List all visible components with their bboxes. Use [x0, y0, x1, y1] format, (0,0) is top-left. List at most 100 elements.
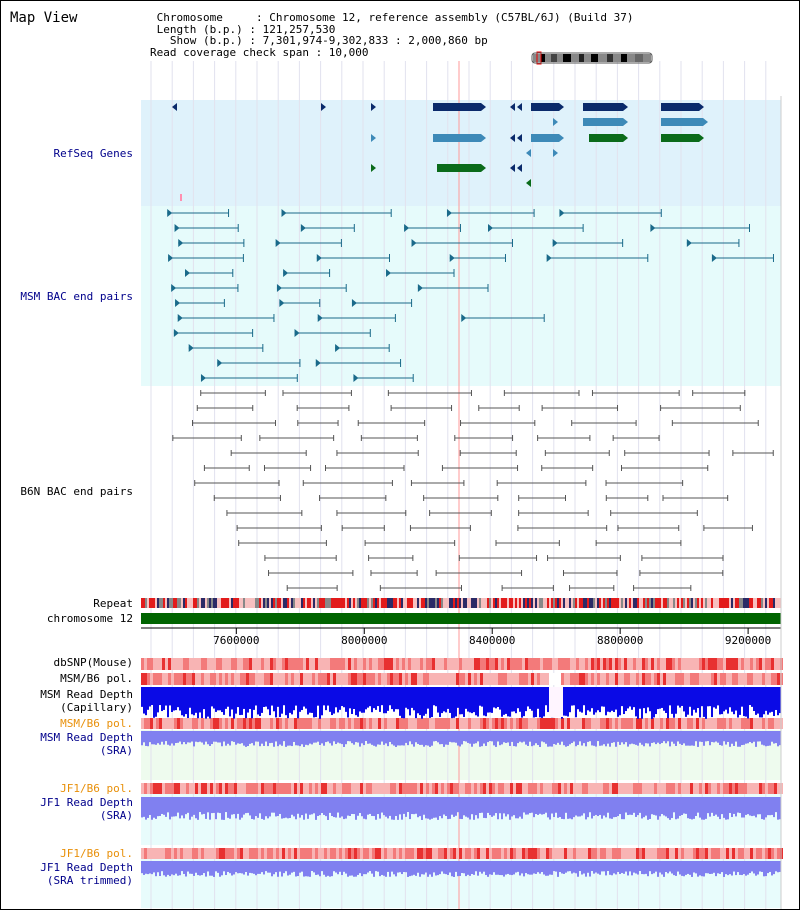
track-label-msm-bac[interactable]: MSM BAC end pairs	[20, 290, 133, 303]
jf1-trim-depth	[141, 861, 143, 874]
msm-sra-depth	[433, 731, 435, 742]
track-label-jf1-depth-sra[interactable]: JF1 Read Depth (SRA)	[40, 796, 133, 822]
msm-sra-depth	[299, 731, 301, 747]
track-label-msm-depth-capillary[interactable]: MSM Read Depth (Capillary)	[40, 688, 133, 714]
msm-sra-depth	[409, 731, 411, 742]
msm-b6-pol-sra-heat	[561, 718, 564, 729]
repeat-mark	[459, 598, 461, 608]
msm-sra-depth	[465, 731, 467, 742]
jf1-b6-pol-trim-heat	[618, 848, 621, 859]
msm-capillary-depth	[389, 687, 391, 706]
repeat-mark	[201, 598, 203, 608]
jf1-sra-depth	[551, 797, 553, 814]
jf1-trim-depth	[463, 861, 465, 874]
jf1-b6-pol-trim-heat	[771, 848, 774, 859]
msm-capillary-depth	[537, 687, 539, 709]
track-label-dbsnp[interactable]: dbSNP(Mouse)	[53, 656, 133, 669]
jf1-sra-depth	[279, 797, 281, 814]
msm-sra-depth	[503, 731, 505, 743]
jf1-sra-depth	[731, 797, 733, 818]
jf1-sra-depth	[399, 797, 401, 815]
jf1-sra-depth	[389, 797, 391, 816]
track-label-b6n-bac[interactable]: B6N BAC end pairs	[20, 485, 133, 498]
track-label-chromosome[interactable]: chromosome 12	[46, 612, 133, 625]
msm-bac-end	[168, 254, 174, 262]
track-label-repeat[interactable]: Repeat	[93, 597, 133, 610]
msm-sra-depth	[619, 731, 621, 745]
track-label-refseq[interactable]: RefSeq Genes	[53, 147, 133, 160]
msm-capillary-depth	[421, 687, 423, 719]
jf1-b6-pol-heat	[396, 783, 399, 794]
msm-capillary-depth	[629, 687, 631, 707]
msm-bac-end	[294, 329, 300, 337]
msm-b6-pol-sra-heat	[516, 718, 519, 729]
track-label-jf1-depth-trimmed[interactable]: JF1 Read Depth (SRA trimmed)	[40, 861, 133, 887]
track-label-msm-b6-pol-sra[interactable]: MSM/B6 pol.	[60, 717, 133, 730]
msm-sra-depth	[771, 731, 773, 742]
msm-b6-pol-sra-heat	[492, 718, 495, 729]
msm-capillary-depth	[563, 687, 565, 716]
msm-capillary-depth	[277, 687, 279, 707]
msm-sra-depth	[635, 731, 637, 745]
repeat-mark	[259, 598, 261, 608]
msm-sra-depth	[407, 731, 409, 746]
dbsnp-heat	[294, 658, 297, 670]
track-label-jf1-b6-pol[interactable]: JF1/B6 pol.	[60, 782, 133, 795]
repeat-mark	[559, 598, 561, 608]
msm-sra-depth	[383, 731, 385, 745]
dbsnp-heat	[768, 658, 771, 670]
repeat-mark	[397, 598, 399, 608]
dbsnp-heat	[642, 658, 645, 670]
jf1-trim-depth	[465, 861, 467, 877]
msm-sra-depth	[183, 731, 185, 743]
repeat-mark	[591, 598, 593, 608]
repeat-mark	[331, 598, 333, 608]
msm-b6-pol-heat	[702, 673, 705, 685]
msm-b6-pol-heat	[543, 673, 546, 685]
msm-bac-end	[315, 359, 321, 367]
msm-b6-pol-sra-heat	[366, 718, 369, 729]
msm-capillary-depth	[747, 687, 749, 719]
repeat-mark	[401, 598, 403, 608]
jf1-trim-depth	[403, 861, 405, 873]
msm-capillary-depth	[145, 687, 147, 716]
msm-capillary-depth	[509, 687, 511, 717]
jf1-trim-depth	[741, 861, 743, 876]
msm-sra-depth	[555, 731, 557, 745]
jf1-trim-depth	[477, 861, 479, 876]
jf1-trim-depth	[611, 861, 613, 876]
repeat-mark	[663, 598, 665, 608]
track-label-msm-b6-pol[interactable]: MSM/B6 pol.	[60, 672, 133, 685]
msm-b6-pol-heat	[618, 673, 621, 685]
jf1-b6-pol-heat	[186, 783, 189, 794]
msm-capillary-depth	[579, 687, 581, 712]
dbsnp-heat	[531, 658, 534, 670]
msm-sra-depth	[539, 731, 541, 747]
msm-b6-pol-heat	[462, 673, 465, 685]
msm-b6-pol-heat	[630, 673, 633, 685]
dbsnp-heat	[402, 658, 405, 670]
jf1-b6-pol-trim-heat	[513, 848, 516, 859]
msm-capillary-depth	[665, 687, 667, 714]
jf1-sra-depth	[759, 797, 761, 815]
jf1-b6-pol-trim-heat	[516, 848, 519, 859]
msm-capillary-depth	[653, 687, 655, 718]
track-label-jf1-b6-pol-trim[interactable]: JF1/B6 pol.	[60, 847, 133, 860]
jf1-sra-depth	[171, 797, 173, 817]
jf1-b6-pol-trim-heat	[357, 848, 360, 859]
jf1-b6-pol-trim-heat	[366, 848, 369, 859]
msm-capillary-depth	[547, 687, 549, 713]
msm-sra-depth	[391, 731, 393, 745]
jf1-trim-depth	[567, 861, 569, 872]
jf1-trim-depth	[635, 861, 637, 874]
msm-b6-pol-heat	[678, 673, 681, 685]
msm-capillary-depth	[157, 687, 159, 713]
dbsnp-heat	[408, 658, 411, 670]
track-label-msm-depth-sra[interactable]: MSM Read Depth (SRA)	[40, 731, 133, 757]
repeat-mark	[367, 598, 369, 608]
repeat-mark	[615, 598, 617, 608]
dbsnp-heat	[405, 658, 408, 670]
jf1-trim-depth	[651, 861, 653, 875]
msm-sra-depth	[233, 731, 235, 742]
